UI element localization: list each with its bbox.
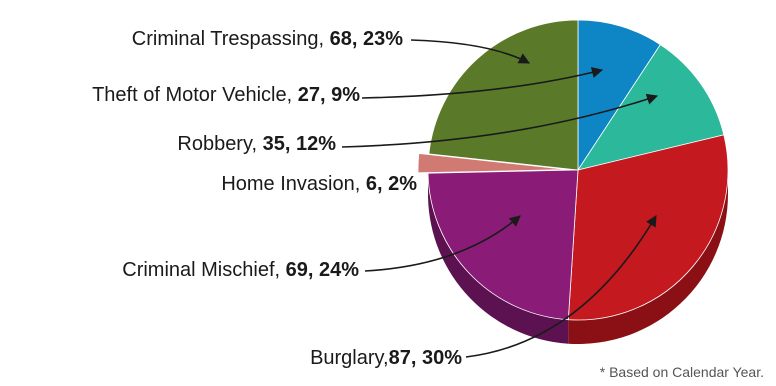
- slice-label-value-robbery: 35, 12%: [263, 133, 337, 155]
- slice-label-name-mischief: Criminal Mischief,: [122, 259, 285, 281]
- slice-label-name-theft: Theft of Motor Vehicle,: [92, 84, 298, 106]
- slice-labels-group: Theft of Motor Vehicle, 27, 9% Robbery, 3…: [92, 28, 462, 369]
- slice-label-trespass: Criminal Trespassing, 68, 23%: [132, 28, 403, 50]
- slice-label-value-mischief: 69, 24%: [286, 259, 360, 281]
- slice-label-value-theft: 27, 9%: [298, 84, 360, 106]
- slice-label-name-homeinv: Home Invasion,: [221, 173, 366, 195]
- slice-label-burglary: Burglary,87, 30%: [310, 347, 462, 369]
- slice-label-name-robbery: Robbery,: [177, 133, 262, 155]
- pie-slice-mischief: [428, 170, 578, 320]
- footnote: * Based on Calendar Year.: [600, 364, 764, 380]
- slice-label-robbery: Robbery, 35, 12%: [177, 133, 336, 155]
- slice-label-name-trespass: Criminal Trespassing,: [132, 28, 330, 50]
- slice-label-mischief: Criminal Mischief, 69, 24%: [122, 259, 359, 281]
- slice-label-value-trespass: 68, 23%: [330, 28, 404, 50]
- slice-label-theft: Theft of Motor Vehicle, 27, 9%: [92, 84, 360, 106]
- slice-label-value-homeinv: 6, 2%: [366, 173, 417, 195]
- slice-label-homeinv: Home Invasion, 6, 2%: [221, 173, 417, 195]
- slice-label-value-burglary: 87, 30%: [389, 347, 463, 369]
- slice-label-name-burglary: Burglary,: [310, 347, 389, 369]
